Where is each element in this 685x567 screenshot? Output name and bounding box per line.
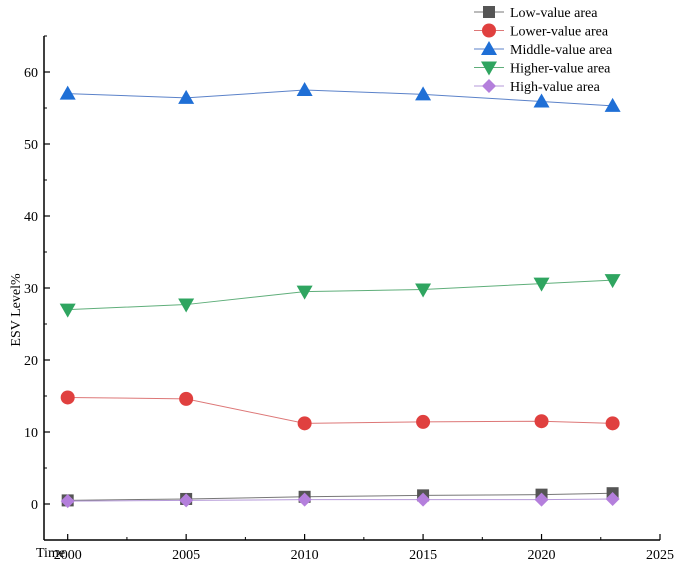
- data-point: [605, 491, 620, 506]
- y-axis-label: ESV Level%: [9, 273, 24, 347]
- legend-marker: [482, 79, 496, 93]
- legend-item: Middle-value area: [474, 41, 613, 58]
- legend: Low-value area Lower-value area Middle-val…: [474, 6, 613, 95]
- x-tick-label: 2005: [172, 548, 200, 563]
- y-tick-label: 40: [24, 210, 38, 225]
- series-line: [67, 279, 613, 311]
- legend-marker: [483, 6, 495, 18]
- legend-marker: [481, 41, 497, 55]
- data-point: [297, 492, 312, 507]
- series-middle-value-area: [59, 82, 621, 112]
- legend-label: Middle-value area: [510, 43, 613, 58]
- x-tick-label: 2000: [54, 548, 82, 563]
- data-point: [60, 390, 75, 405]
- x-tick-label: 2025: [646, 548, 674, 563]
- series-layer: [59, 82, 621, 509]
- y-tick-label: 30: [24, 282, 38, 297]
- legend-marker: [481, 61, 497, 76]
- data-point: [604, 97, 621, 112]
- legend-label: Lower-value area: [510, 25, 609, 40]
- y-tick-label: 0: [31, 498, 38, 513]
- data-point: [296, 285, 313, 300]
- data-point: [179, 391, 194, 406]
- data-point: [534, 492, 549, 507]
- series-line: [67, 89, 613, 107]
- legend-label: Higher-value area: [510, 62, 611, 77]
- legend-label: High-value area: [510, 80, 601, 95]
- data-point: [533, 277, 550, 292]
- series-lower-value-area: [60, 390, 620, 431]
- axes: 0 10 20 30 40 50 60 2000 2005 2010 2015 2020 2025: [24, 35, 674, 563]
- x-tick-label: 2020: [528, 548, 556, 563]
- data-point: [296, 82, 313, 96]
- legend-item: Lower-value area: [474, 23, 609, 40]
- data-point: [415, 283, 432, 298]
- data-point: [415, 86, 432, 101]
- data-point: [179, 493, 194, 508]
- series-higher-value-area: [59, 274, 621, 318]
- data-point: [605, 416, 620, 431]
- data-point: [178, 89, 195, 104]
- series-line: [67, 498, 613, 502]
- series-line: [67, 396, 613, 424]
- data-point: [604, 274, 621, 289]
- y-tick-label: 60: [24, 66, 38, 81]
- series-low-value-area: [61, 487, 619, 507]
- series-high-value-area: [60, 491, 620, 509]
- data-point: [178, 298, 195, 313]
- data-point: [59, 303, 76, 318]
- x-tick-label: 2010: [291, 548, 319, 563]
- x-axis-label: Time: [36, 546, 65, 561]
- legend-marker: [482, 23, 496, 38]
- legend-item: Low-value area: [474, 6, 598, 21]
- legend-label: Low-value area: [510, 6, 598, 21]
- data-point: [60, 494, 75, 509]
- data-point: [297, 416, 312, 431]
- series-line: [67, 492, 613, 501]
- legend-item: High-value area: [474, 79, 601, 95]
- legend-item: Higher-value area: [474, 61, 611, 77]
- data-point: [533, 93, 550, 108]
- data-point: [59, 85, 76, 100]
- data-point: [416, 492, 431, 507]
- y-tick-label: 10: [24, 426, 38, 441]
- data-point: [416, 414, 431, 429]
- x-tick-label: 2015: [409, 548, 437, 563]
- y-tick-label: 20: [24, 354, 38, 369]
- y-tick-label: 50: [24, 138, 38, 153]
- data-point: [534, 414, 549, 429]
